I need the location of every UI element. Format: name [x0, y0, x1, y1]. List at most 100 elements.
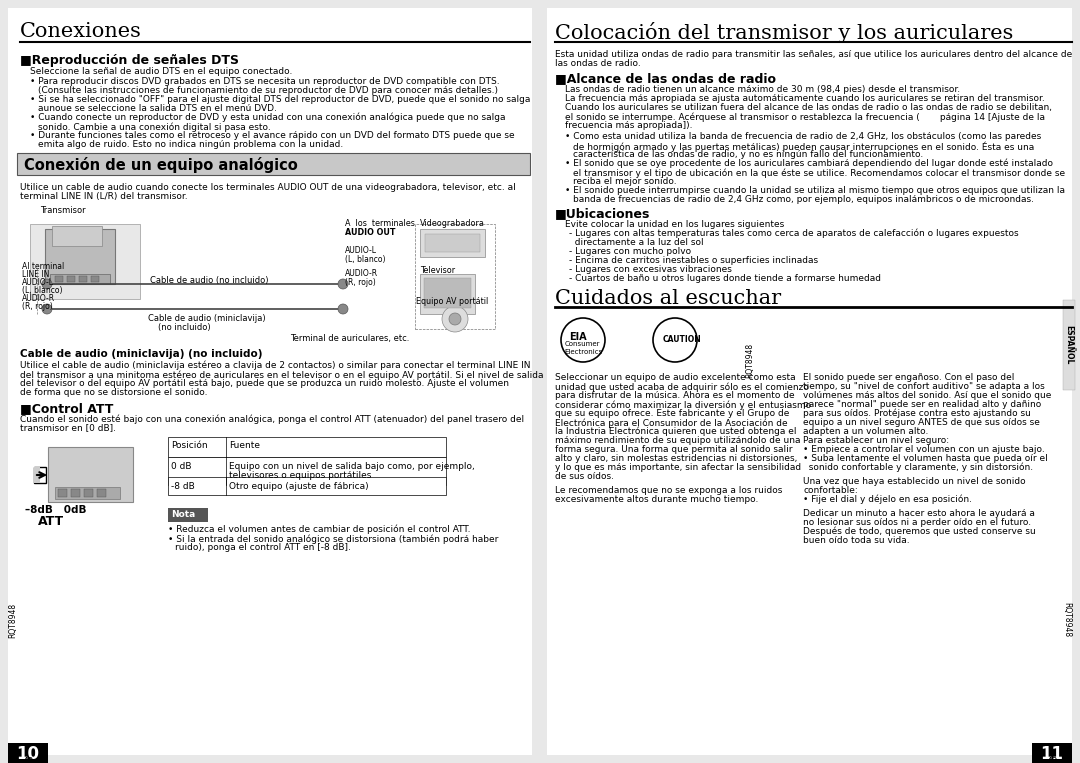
Text: Cuando el sonido esté bajo con una conexión analógica, ponga el control ATT (ate: Cuando el sonido esté bajo con una conex…: [21, 414, 524, 423]
Text: excesivamente altos durante mucho tiempo.: excesivamente altos durante mucho tiempo…: [555, 495, 758, 504]
Bar: [424, 278, 471, 308]
Text: AUDIO OUT: AUDIO OUT: [345, 228, 395, 237]
Text: • El sonido puede interrumpirse cuando la unidad se utiliza al mismo tiempo que : • El sonido puede interrumpirse cuando l…: [565, 186, 1065, 195]
Text: - Lugares con altas temperaturas tales como cerca de aparatos de calefacción o l: - Lugares con altas temperaturas tales c…: [569, 229, 1018, 239]
Text: • Si la entrada del sonido analógico se distorsiona (también podrá haber: • Si la entrada del sonido analógico se …: [168, 534, 498, 543]
Bar: [8, 8, 532, 755]
Bar: [17, 153, 530, 175]
Text: (L, blanco): (L, blanco): [345, 255, 386, 264]
Text: frecuencia más apropiada]).: frecuencia más apropiada]).: [565, 121, 692, 130]
Bar: [1063, 300, 1075, 390]
Text: ■Control ATT: ■Control ATT: [21, 402, 113, 415]
Bar: [91, 276, 99, 282]
Text: -8 dB: -8 dB: [171, 482, 194, 491]
Text: (Consulte las instrucciones de funcionamiento de su reproductor de DVD para cono: (Consulte las instrucciones de funcionam…: [38, 86, 498, 95]
Circle shape: [653, 318, 697, 362]
Text: 11: 11: [1040, 745, 1064, 763]
Text: Cuidados al escuchar: Cuidados al escuchar: [555, 289, 781, 308]
Text: máximo rendimiento de su equipo utilizándolo de una: máximo rendimiento de su equipo utilizán…: [555, 436, 800, 445]
Text: de sus oídos.: de sus oídos.: [555, 472, 615, 481]
Bar: [50, 274, 110, 284]
Text: Equipo AV portátil: Equipo AV portátil: [416, 297, 488, 306]
Text: ■Alcance de las ondas de radio: ■Alcance de las ondas de radio: [555, 72, 777, 85]
Bar: [33, 467, 40, 483]
Text: banda de frecuencias de radio de 2,4 GHz como, por ejemplo, equipos inalámbricos: banda de frecuencias de radio de 2,4 GHz…: [573, 195, 1034, 204]
Bar: [1032, 743, 1072, 763]
Text: emita algo de ruido. Esto no indica ningún problema con la unidad.: emita algo de ruido. Esto no indica ning…: [38, 140, 343, 149]
Text: Seleccionar un equipo de audio excelente como esta: Seleccionar un equipo de audio excelente…: [555, 373, 796, 382]
Text: • Para reproducir discos DVD grabados en DTS se necesita un reproductor de DVD c: • Para reproducir discos DVD grabados en…: [30, 77, 500, 86]
Text: AUDIO-R: AUDIO-R: [22, 294, 55, 303]
Text: terminal LINE IN (L/R) del transmisor.: terminal LINE IN (L/R) del transmisor.: [21, 192, 188, 201]
Text: Conexiones: Conexiones: [21, 22, 141, 41]
Text: transmisor en [0 dB].: transmisor en [0 dB].: [21, 423, 116, 432]
Text: ■Reproducción de señales DTS: ■Reproducción de señales DTS: [21, 54, 239, 67]
Text: aunoue se seleccione la salida DTS en el menú DVD.: aunoue se seleccione la salida DTS en el…: [38, 104, 276, 113]
Text: el transmisor y el tipo de ubicación en la que éste se utilice. Recomendamos col: el transmisor y el tipo de ubicación en …: [573, 168, 1065, 178]
Text: 0 dB: 0 dB: [171, 462, 191, 471]
Circle shape: [338, 304, 348, 314]
Text: • Reduzca el volumen antes de cambiar de posición el control ATT.: • Reduzca el volumen antes de cambiar de…: [168, 525, 471, 535]
Text: RQT8948: RQT8948: [745, 343, 755, 378]
Text: buen oído toda su vida.: buen oído toda su vida.: [804, 536, 909, 545]
Text: ATT: ATT: [38, 515, 64, 528]
Bar: [420, 229, 485, 257]
Text: • El sonido que se oye procedente de los auriculares cambiará dependiendo del lu: • El sonido que se oye procedente de los…: [565, 159, 1053, 169]
Text: Transmisor: Transmisor: [40, 206, 85, 215]
Text: Le recomendamos que no se exponga a los ruidos: Le recomendamos que no se exponga a los …: [555, 486, 782, 495]
Text: Conexión de un equipo analógico: Conexión de un equipo analógico: [24, 157, 298, 173]
Text: confortable:: confortable:: [804, 486, 858, 495]
Text: directamente a la luz del sol: directamente a la luz del sol: [569, 238, 704, 247]
Text: • Como esta unidad utiliza la banda de frecuencia de radio de 2,4 GHz, los obstá: • Como esta unidad utiliza la banda de f…: [565, 132, 1041, 141]
Text: considerar cómo maximizar la diversión y el entusiasmo: considerar cómo maximizar la diversión y…: [555, 400, 811, 410]
Text: AUDIO-L: AUDIO-L: [345, 246, 377, 255]
Text: Televisor: Televisor: [420, 266, 455, 275]
Text: Fuente: Fuente: [229, 441, 260, 450]
Bar: [30, 224, 140, 299]
Circle shape: [338, 279, 348, 289]
Text: (R, rojo): (R, rojo): [22, 302, 53, 311]
Text: el sonido se interrumpe. Acérquese al transmisor o restablezca la frecuencia (  : el sonido se interrumpe. Acérquese al tr…: [565, 112, 1045, 121]
Text: unidad que usted acaba de adquirir sólo es el comienzo: unidad que usted acaba de adquirir sólo …: [555, 382, 809, 391]
Text: - Lugares con mucho polvo: - Lugares con mucho polvo: [569, 247, 691, 256]
Text: ESPAÑOL: ESPAÑOL: [1065, 325, 1074, 365]
Text: del televisor o del equipo AV portátil está bajo, puede que se produzca un ruido: del televisor o del equipo AV portátil e…: [21, 379, 509, 388]
Bar: [168, 437, 446, 457]
Text: que su equipo ofrece. Este fabricante y el Grupo de: que su equipo ofrece. Este fabricante y …: [555, 409, 789, 418]
Text: sonido. Cambie a una conexión digital si pasa esto.: sonido. Cambie a una conexión digital si…: [38, 122, 271, 131]
Text: adapten a un volumen alto.: adapten a un volumen alto.: [804, 427, 929, 436]
Text: para sus oídos. Protéjase contra esto ajustando su: para sus oídos. Protéjase contra esto aj…: [804, 409, 1031, 418]
Text: Colocación del transmisor y los auriculares: Colocación del transmisor y los auricula…: [555, 22, 1013, 43]
Text: Una vez que haya establecido un nivel de sonido: Una vez que haya establecido un nivel de…: [804, 477, 1026, 486]
Text: Terminal de auriculares, etc.: Terminal de auriculares, etc.: [291, 334, 409, 343]
Text: reciba el mejor sonido.: reciba el mejor sonido.: [573, 177, 677, 186]
Text: tiempo, su "nivel de confort auditivo" se adapta a los: tiempo, su "nivel de confort auditivo" s…: [804, 382, 1044, 391]
Bar: [415, 224, 495, 329]
Bar: [33, 467, 46, 483]
Text: AUDIO-R: AUDIO-R: [345, 269, 378, 278]
Bar: [420, 274, 475, 314]
Bar: [67, 276, 75, 282]
Text: para disfrutar de la música. Ahora es el momento de: para disfrutar de la música. Ahora es el…: [555, 391, 795, 400]
Text: televisores o equipos portátiles: televisores o equipos portátiles: [229, 471, 372, 480]
Text: alto y claro, sin molestas estridencias ni distorsiones,: alto y claro, sin molestas estridencias …: [555, 454, 797, 463]
Text: Cable de audio (miniclavija) (no incluido): Cable de audio (miniclavija) (no incluid…: [21, 349, 262, 359]
Text: Otro equipo (ajuste de fábrica): Otro equipo (ajuste de fábrica): [229, 482, 368, 491]
Text: - Encima de carritos inestables o superficies inclinadas: - Encima de carritos inestables o superf…: [569, 256, 819, 265]
Text: parece "normal" puede ser en realidad alto y dañino: parece "normal" puede ser en realidad al…: [804, 400, 1041, 409]
Text: sonido confortable y claramente, y sin distorsión.: sonido confortable y claramente, y sin d…: [804, 463, 1034, 472]
Text: ruido), ponga el control ATT en [-8 dB].: ruido), ponga el control ATT en [-8 dB].: [175, 543, 351, 552]
Circle shape: [561, 318, 605, 362]
Text: no lesionar sus oídos ni a perder oído en el futuro.: no lesionar sus oídos ni a perder oído e…: [804, 518, 1031, 527]
Bar: [97, 489, 106, 497]
Text: - Lugares con excesivas vibraciones: - Lugares con excesivas vibraciones: [569, 265, 732, 274]
Text: ■Ubicaciones: ■Ubicaciones: [555, 207, 650, 220]
Text: La frecuencia más apropiada se ajusta automáticamente cuando los auriculares se : La frecuencia más apropiada se ajusta au…: [565, 94, 1044, 103]
Text: Nota: Nota: [171, 510, 195, 519]
Text: volúmenes más altos del sonido. Así que el sonido que: volúmenes más altos del sonido. Así que …: [804, 391, 1051, 400]
Text: (R, rojo): (R, rojo): [345, 278, 376, 287]
Bar: [426, 234, 480, 252]
Text: - Cuartos de baño u otros lugares donde tiende a formarse humedad: - Cuartos de baño u otros lugares donde …: [569, 274, 881, 283]
Text: El sonido puede ser engañoso. Con el paso del: El sonido puede ser engañoso. Con el pas…: [804, 373, 1014, 382]
Text: Dedicar un minuto a hacer esto ahora le ayudará a: Dedicar un minuto a hacer esto ahora le …: [804, 509, 1035, 518]
